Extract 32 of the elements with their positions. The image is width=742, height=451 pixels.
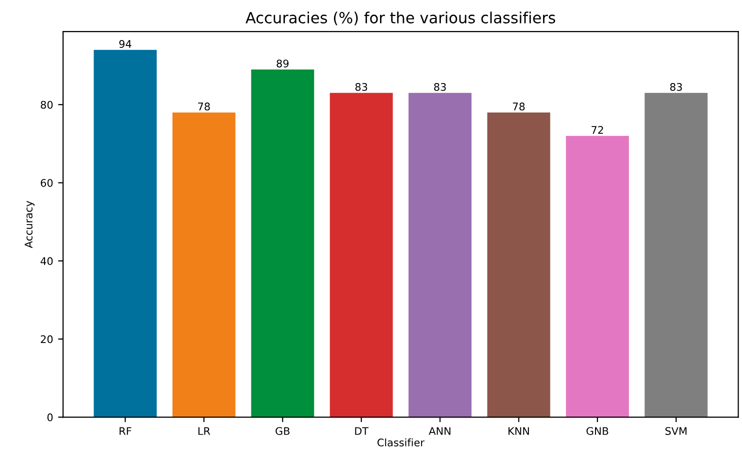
chart-title: Accuracies (%) for the various classifiers [246,12,556,26]
bar [644,92,708,418]
bar [172,112,236,418]
bar [251,69,314,418]
x-tick-label: KNN [508,427,529,435]
data-label: 72 [592,126,604,134]
x-tick-label: GB [276,427,290,435]
x-tick-label: SVM [665,427,686,435]
bar [408,92,472,418]
x-axis-title: Classifier [377,438,424,446]
y-tick-label: 60 [40,178,53,187]
bar [94,50,157,418]
x-tick-label: GNB [586,427,608,435]
data-label: 89 [276,60,289,68]
bar [566,136,629,418]
data-label: 83 [434,83,446,91]
y-tick-label: 20 [40,335,53,344]
data-label: 83 [670,83,682,91]
data-label: 94 [119,40,132,48]
x-tick-label: DT [355,427,369,435]
y-tick-label: 80 [40,100,53,109]
data-label: 78 [512,102,525,110]
x-tick-label: RF [120,427,132,435]
bar [487,112,550,418]
y-tick-label: 40 [40,257,53,266]
y-axis-title: Accuracy [24,200,35,248]
x-tick-label: LR [198,427,210,435]
data-label: 78 [198,102,210,110]
x-tick-label: ANN [428,427,450,435]
bar [330,92,393,418]
data-label: 83 [355,83,368,91]
y-tick-label: 0 [47,413,53,422]
